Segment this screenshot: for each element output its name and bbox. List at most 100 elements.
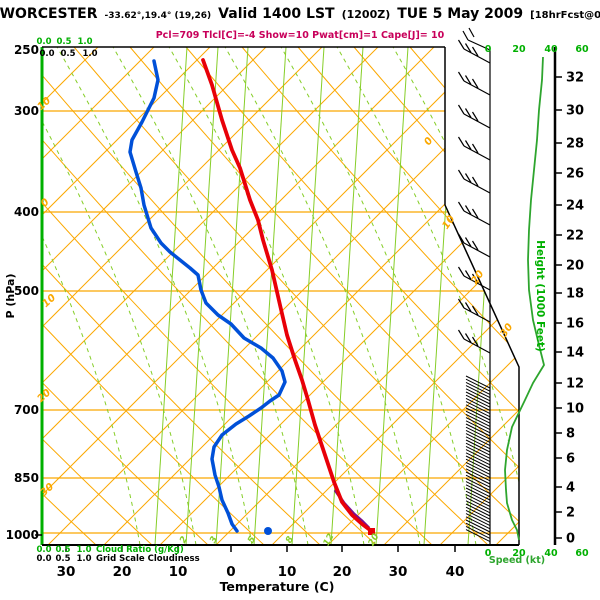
cloud-scale-value: 0.0 [36,545,51,555]
wind-barb [465,458,491,472]
wind-barb [457,39,491,64]
wind-barb [465,385,491,399]
height-tick-label: 2 [566,506,575,521]
valid-date: TUE 5 May 2009 [397,6,524,22]
isotherm-line [495,47,519,545]
speed-scale-label: 20 [512,44,526,55]
height-tick-label: 8 [566,427,575,442]
temperature-tick-label: 40 [446,564,465,580]
sounding-curves [128,56,545,541]
wind-barb [465,445,491,459]
isotherm-line [215,47,519,545]
isotherm-line [42,47,155,545]
wind-barb [465,484,491,498]
isotherm-line [42,47,323,545]
cloud-scale-value: 0.5 [55,554,70,564]
temperature-tick-label: 10 [169,564,188,580]
height-tick-label: 24 [566,199,584,214]
wind-barb [465,394,491,408]
wind-barb [465,381,491,395]
mixing-ratio-line [375,47,409,545]
wind-barb [465,449,491,463]
temperature-tick-label: 30 [57,564,76,580]
wind-barb [465,525,491,539]
wind-barb [465,404,491,418]
wind-barb [465,513,491,527]
wind-barb [465,375,491,389]
wind-barb [465,477,491,491]
wind-barb [465,493,491,507]
speed-scale-label: 60 [575,548,589,559]
lcl-dot-marker [264,527,272,535]
mixing-ratio-label: 8 [284,535,296,545]
wind-barb [457,104,491,129]
wind-barb [465,506,491,520]
temperature-axis-title: Temperature (C) [220,579,335,594]
wind-barb [465,413,491,427]
cloud-scale-value: 1.0 [82,49,97,59]
moist-adiabat-line [56,47,253,545]
wind-barb [465,500,491,514]
wind-barb [465,529,491,543]
isotherm-label: 20 [469,269,486,287]
mixing-ratio-line [154,47,188,545]
wind-barb [465,410,491,424]
dry-adiabat-line [42,47,377,545]
mixing-ratio-label: 2 [178,535,190,545]
wind-barb [465,452,491,466]
wind-speed-curve [504,56,545,541]
dry-adiabat-line [42,47,321,545]
valid-time: Valid 1400 LST [218,6,335,22]
wind-barb [465,468,491,482]
speed-scale-label: 40 [544,548,558,559]
wind-barb [465,522,491,536]
temperature-tick-label: 10 [278,564,297,580]
dry-adiabat-line [353,47,519,545]
moist-adiabat-line [42,47,197,545]
height-tick-label: 4 [566,481,575,496]
moist-adiabat-line [112,47,309,545]
cloud-scale-value: 0.5 [55,545,70,555]
height-tick-label: 10 [566,402,584,417]
dewpoint-curve [128,59,287,533]
isotherm-line [42,47,379,545]
speed-scale-label: 0 [485,548,492,559]
wind-barb [457,71,491,96]
wind-barb [457,233,491,258]
wind-barb [457,329,491,354]
height-tick-label: 32 [566,71,584,86]
mixing-ratio-label: 5 [246,535,258,545]
grid-scale-cloudiness-title: Grid Scale Cloudiness [96,554,200,564]
height-tick-label: 0 [566,532,575,547]
wind-barb [465,487,491,501]
wind-barb [465,509,491,523]
speed-scale-label: 20 [512,548,526,559]
wind-barb-column [457,27,491,545]
wind-barb [465,455,491,469]
mixing-ratio-line [467,47,501,545]
pressure-axis-title: P (hPa) [4,274,17,319]
isotherm-line [327,47,519,545]
dry-adiabat-line [73,47,519,545]
dry-adiabat-line [297,47,519,545]
wind-barb [465,465,491,479]
cloud-scale-value: 1.0 [76,554,91,564]
isotherm-line [271,47,519,545]
chart-title-row: #1: WORCESTER -33.62°,19.4° (19,26) Vali… [0,6,600,22]
wind-barb [465,471,491,485]
mixing-ratio-label: 3 [208,535,220,545]
pressure-tick-label: 700 [14,403,39,417]
height-tick-label: 30 [566,104,584,119]
height-tick-label: 22 [566,229,584,244]
isotherm-label: 30 [498,322,515,340]
cloud-scale-value: 0.0 [36,554,51,564]
speed-axis-title: Speed (kt) [489,555,545,566]
wind-barb [465,401,491,415]
height-tick-label: 16 [566,317,584,332]
wind-barb [465,461,491,475]
station-title: #1: WORCESTER [0,6,98,22]
pressure-tick-label: 300 [14,104,39,118]
wind-barb [457,266,491,291]
moist-adiabat-line [224,47,421,545]
